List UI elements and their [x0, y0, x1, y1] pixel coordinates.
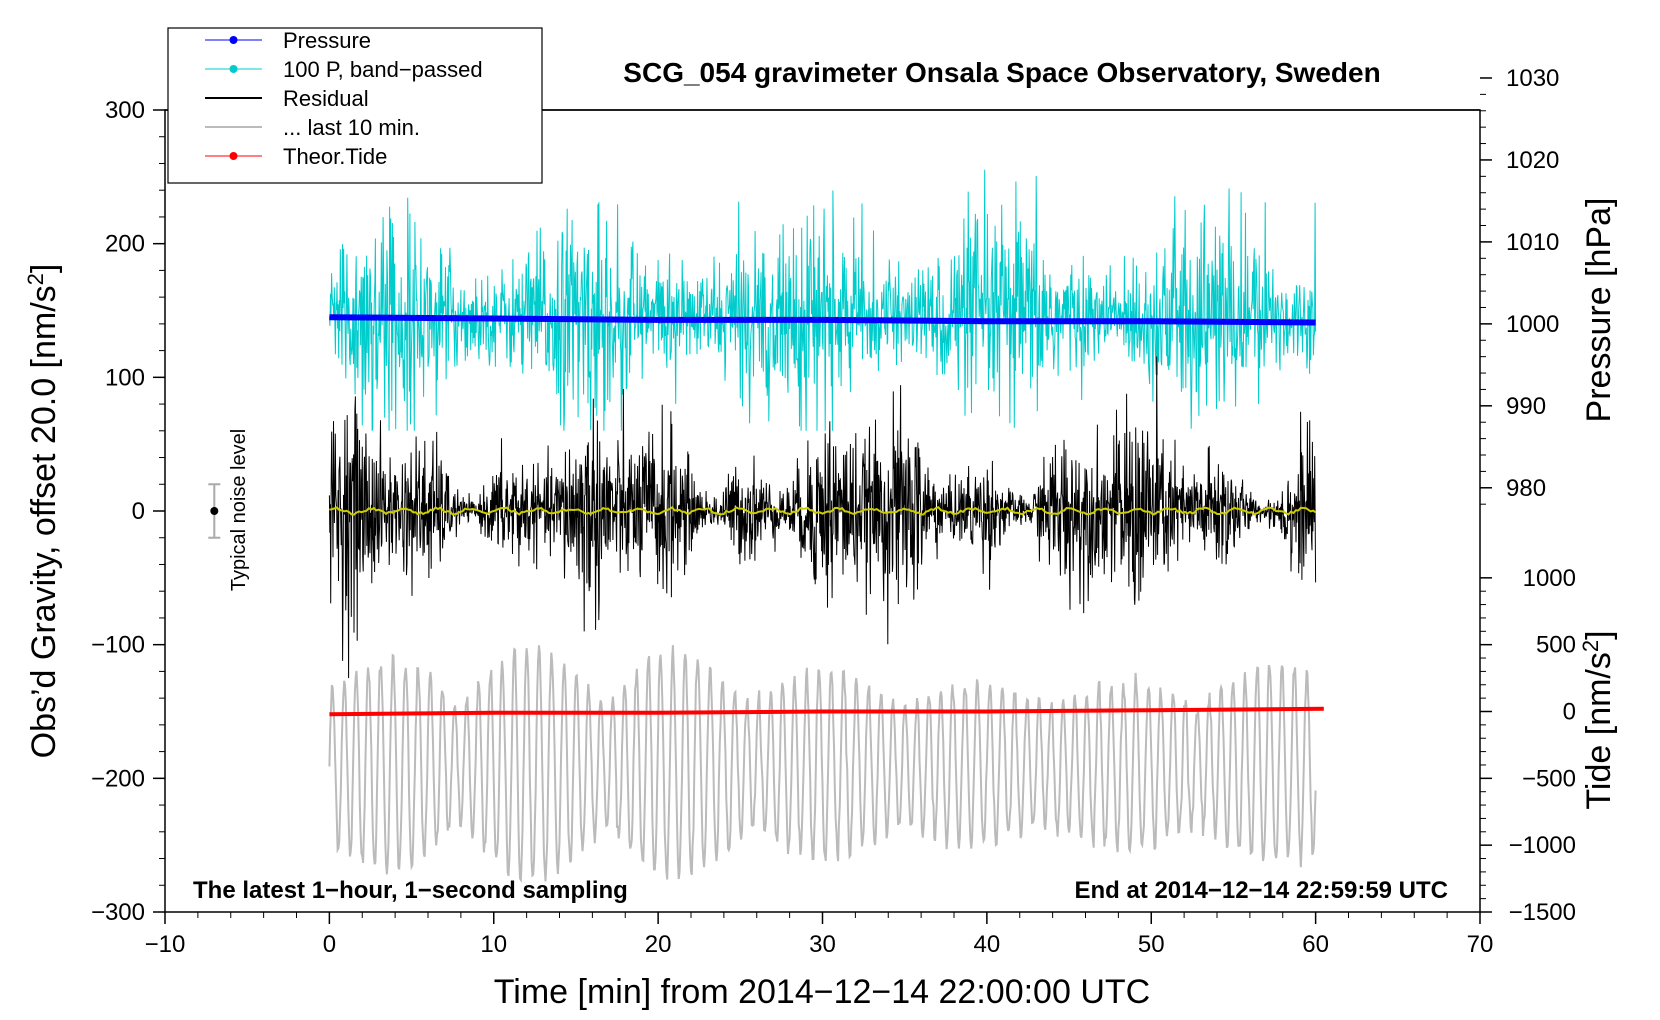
y-tick-label: −300 — [91, 899, 145, 926]
tide-tick-label: 1000 — [1523, 565, 1576, 592]
x-tick-label: 30 — [809, 931, 836, 958]
y-tick-label: 100 — [105, 364, 145, 391]
y-axis-left-title-sup: 2 — [23, 273, 48, 285]
pressure-tick-label: 980 — [1506, 475, 1546, 502]
y-tick-label: 200 — [105, 231, 145, 258]
y-tick-label: 0 — [132, 498, 145, 525]
pressure-tick-label: 1020 — [1506, 147, 1559, 174]
legend-marker-0 — [229, 36, 238, 44]
y-axis-pressure: 1030 1020 1010 1000 990 980 — [1480, 65, 1559, 505]
legend-label-0: Pressure — [283, 28, 371, 53]
y-axis-tide-title-main: Tide [nm/s — [1580, 652, 1618, 809]
legend-marker-1 — [229, 65, 238, 73]
note-left: The latest 1−hour, 1−second sampling — [193, 877, 628, 904]
noise-center-dot — [210, 507, 219, 515]
y-tick-label: −100 — [91, 632, 145, 659]
pressure-tick-label: 990 — [1506, 393, 1546, 420]
pressure-tick-label: 1010 — [1506, 229, 1559, 256]
tide-tick-label: 500 — [1536, 632, 1576, 659]
series-pressure — [329, 314, 1316, 326]
legend-label-1: 100 P, band−passed — [283, 57, 483, 82]
y-axis-tide-title: Tide [nm/s2] — [1578, 630, 1618, 809]
x-tick-label: 0 — [323, 931, 336, 958]
legend-label-4: Theor.Tide — [283, 144, 387, 169]
x-tick-label: 60 — [1302, 931, 1329, 958]
x-tick-label: 70 — [1467, 931, 1494, 958]
chart-title: SCG_054 gravimeter Onsala Space Observat… — [623, 57, 1380, 88]
series-layer — [328, 169, 1324, 884]
note-right: End at 2014−12−14 22:59:59 UTC — [1074, 877, 1448, 904]
pressure-tick-label: 1030 — [1506, 65, 1559, 92]
y-axis-pressure-title: Pressure [hPa] — [1580, 198, 1618, 423]
legend-label-2: Residual — [283, 86, 369, 111]
y-axis-tide-title-sup: 2 — [1578, 640, 1603, 652]
x-axis-title: Time [min] from 2014−12−14 22:00:00 UTC — [494, 973, 1150, 1011]
tide-tick-label: −1500 — [1509, 899, 1576, 926]
legend: Pressure 100 P, band−passed Residual ... la… — [167, 27, 543, 184]
y-axis-tide: 1000 500 0 −500 −1000 −1500 — [1480, 565, 1576, 926]
x-tick-label: 20 — [645, 931, 672, 958]
x-axis: −10 0 10 20 30 40 50 60 70 — [145, 912, 1494, 958]
y-axis-left: 300 200 100 0 −100 −200 −300 — [91, 97, 165, 926]
series-residual-smoothed — [329, 506, 1317, 516]
pressure-tick-label: 1000 — [1506, 311, 1559, 338]
tide-tick-label: −1000 — [1509, 832, 1576, 859]
y-axis-left-title-close: ] — [25, 264, 63, 273]
y-axis-left-title: Obs’d Gravity, offset 20.0 [nm/s2] — [23, 264, 63, 759]
noise-indicator — [208, 483, 221, 539]
legend-label-3: ... last 10 min. — [283, 115, 420, 140]
series-residual — [328, 356, 1317, 679]
y-tick-label: 300 — [105, 97, 145, 124]
y-tick-label: −200 — [91, 765, 145, 792]
y-axis-tide-title-close: ] — [1580, 630, 1618, 639]
tide-tick-label: 0 — [1563, 699, 1576, 726]
series-theor-tide — [329, 706, 1324, 717]
tide-tick-label: −500 — [1522, 765, 1576, 792]
x-tick-label: 40 — [974, 931, 1001, 958]
series-last-10-min — [328, 645, 1317, 884]
series-band-passed — [328, 169, 1317, 431]
noise-label: Typical noise level — [228, 429, 250, 591]
x-tick-label: 50 — [1138, 931, 1165, 958]
x-tick-label: −10 — [145, 931, 186, 958]
x-tick-label: 10 — [480, 931, 507, 958]
legend-marker-4 — [229, 152, 238, 160]
y-axis-left-title-main: Obs’d Gravity, offset 20.0 [nm/s — [25, 285, 63, 758]
